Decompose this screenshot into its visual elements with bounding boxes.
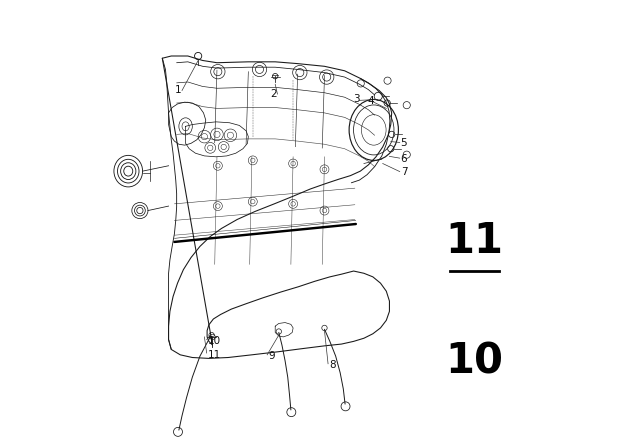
- Text: 10: 10: [208, 336, 221, 346]
- Text: 1: 1: [174, 86, 181, 95]
- Text: 3: 3: [353, 95, 360, 104]
- Text: 4: 4: [367, 96, 374, 106]
- Text: 10: 10: [445, 340, 504, 383]
- Text: 2: 2: [271, 89, 277, 99]
- Text: 7: 7: [401, 168, 407, 177]
- Text: 8: 8: [329, 360, 335, 370]
- Text: 11: 11: [445, 220, 504, 262]
- Text: 6: 6: [401, 154, 407, 164]
- Text: 11: 11: [208, 350, 221, 360]
- Text: 9: 9: [269, 351, 275, 361]
- Text: 5: 5: [401, 138, 407, 148]
